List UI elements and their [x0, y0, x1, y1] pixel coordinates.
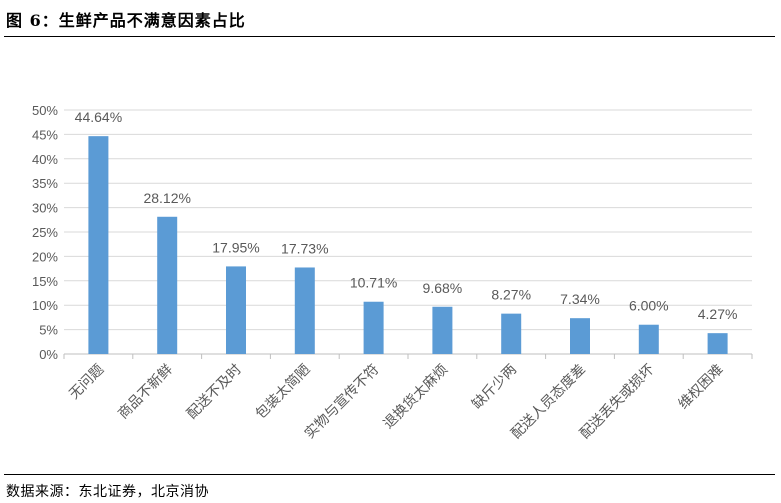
data-label: 28.12%: [143, 190, 190, 206]
data-label: 17.95%: [212, 239, 259, 255]
bar-chart: 0% 5% 10% 15% 20% 25% 30% 35% 40% 45% 50% 44.64% 无问题…: [32, 103, 753, 443]
bar: [638, 324, 659, 354]
bar: [432, 306, 453, 354]
bar: [88, 136, 109, 354]
figure-title: 图 6：生鲜产品不满意因素占比: [6, 11, 246, 30]
y-tick-label: 25%: [32, 225, 58, 240]
y-tick-label: 35%: [32, 176, 58, 191]
category-label: 缺斤少两: [469, 362, 520, 413]
category-label: 商品不新鲜: [115, 362, 176, 423]
y-tick-label: 0%: [39, 347, 58, 362]
source-note: 数据来源：东北证券，北京消协: [6, 484, 209, 500]
y-tick-label: 10%: [32, 298, 58, 313]
bar: [294, 267, 315, 354]
category-label: 维权困难: [676, 362, 727, 413]
category-label: 退换货太麻烦: [380, 361, 451, 432]
y-tick-label: 20%: [32, 249, 58, 264]
category-label: 配送丢失或损坏: [577, 362, 658, 443]
bar: [707, 333, 728, 354]
y-tick-label: 45%: [32, 127, 58, 142]
y-tick-label: 40%: [32, 152, 58, 167]
bar: [363, 301, 384, 354]
y-tick-label: 50%: [32, 103, 58, 118]
data-label: 8.27%: [491, 287, 531, 303]
top-rule: [4, 36, 775, 37]
bar: [501, 313, 522, 354]
data-label: 4.27%: [698, 306, 738, 322]
data-label: 17.73%: [281, 240, 328, 256]
category-label: 无问题: [66, 362, 107, 403]
category-label: 包装太简陋: [252, 361, 314, 423]
y-tick-label: 5%: [39, 323, 58, 338]
y-tick-label: 30%: [32, 201, 58, 216]
bar: [570, 318, 590, 354]
data-label: 6.00%: [629, 298, 669, 314]
data-label: 9.68%: [423, 280, 463, 296]
bar: [157, 216, 178, 354]
category-label: 实物与宣传不符: [302, 362, 383, 443]
category-label: 配送不及时: [184, 362, 245, 423]
data-label: 7.34%: [560, 291, 600, 307]
y-tick-label: 15%: [32, 274, 58, 289]
data-label: 44.64%: [75, 109, 122, 125]
data-label: 10.71%: [350, 275, 397, 291]
bar: [226, 266, 246, 354]
bottom-rule: [4, 474, 775, 475]
